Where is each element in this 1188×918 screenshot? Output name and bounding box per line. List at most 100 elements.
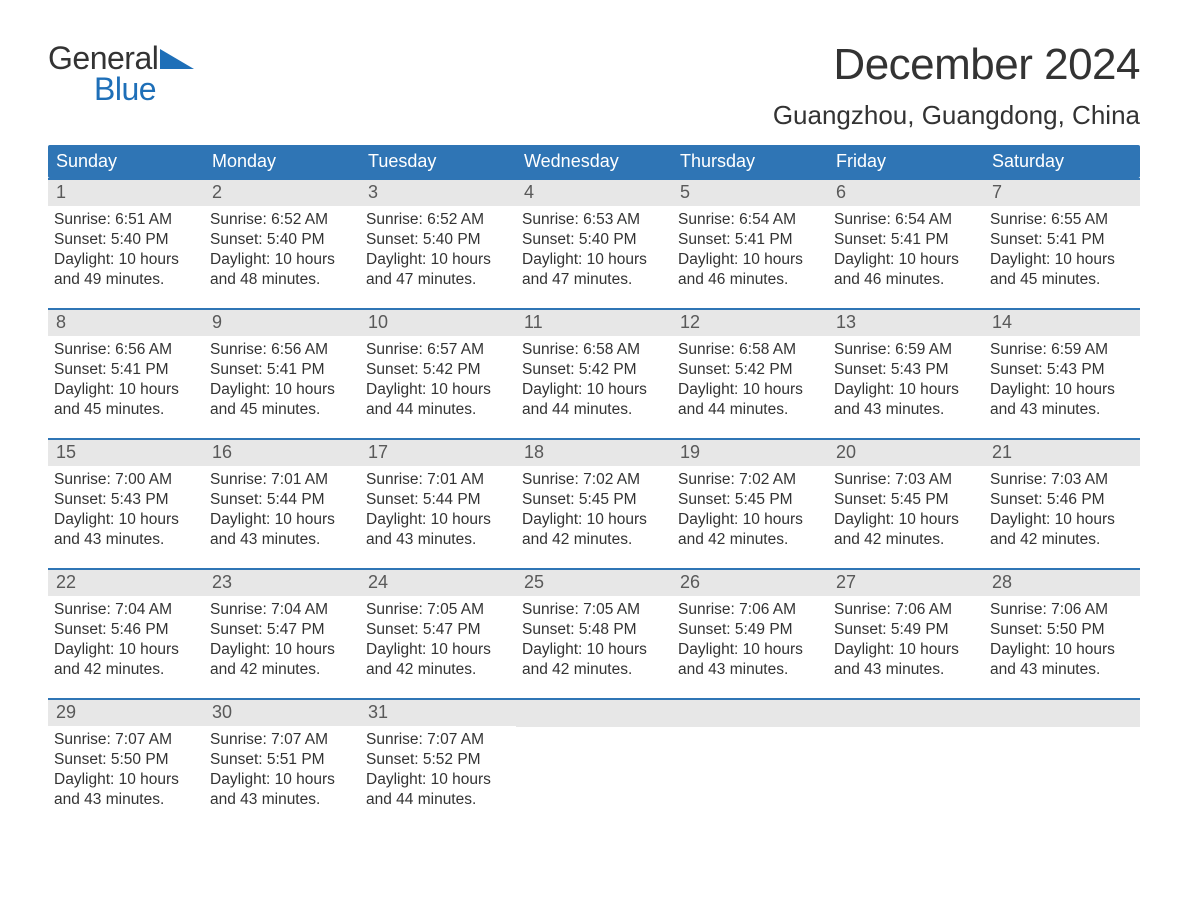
day-cell: 29Sunrise: 7:07 AMSunset: 5:50 PMDayligh… <box>48 700 204 820</box>
sunset-line: Sunset: 5:42 PM <box>366 360 510 380</box>
sunrise-line: Sunrise: 6:58 AM <box>678 340 822 360</box>
day-body: Sunrise: 7:04 AMSunset: 5:47 PMDaylight:… <box>204 596 360 685</box>
daylight-line: Daylight: 10 hours and 47 minutes. <box>522 250 666 290</box>
day-cell: 12Sunrise: 6:58 AMSunset: 5:42 PMDayligh… <box>672 310 828 430</box>
sunset-line: Sunset: 5:46 PM <box>990 490 1134 510</box>
daylight-line: Daylight: 10 hours and 43 minutes. <box>990 640 1134 680</box>
weekday-header: Thursday <box>672 145 828 178</box>
day-cell: 27Sunrise: 7:06 AMSunset: 5:49 PMDayligh… <box>828 570 984 690</box>
day-cell: 19Sunrise: 7:02 AMSunset: 5:45 PMDayligh… <box>672 440 828 560</box>
sunset-line: Sunset: 5:43 PM <box>834 360 978 380</box>
sunset-line: Sunset: 5:43 PM <box>54 490 198 510</box>
sunrise-line: Sunrise: 7:05 AM <box>522 600 666 620</box>
sunrise-line: Sunrise: 7:04 AM <box>54 600 198 620</box>
sunrise-line: Sunrise: 6:53 AM <box>522 210 666 230</box>
daylight-line: Daylight: 10 hours and 42 minutes. <box>990 510 1134 550</box>
sunset-line: Sunset: 5:42 PM <box>678 360 822 380</box>
day-number: 20 <box>828 440 984 466</box>
sunrise-line: Sunrise: 6:59 AM <box>990 340 1134 360</box>
day-number: 9 <box>204 310 360 336</box>
daylight-line: Daylight: 10 hours and 42 minutes. <box>678 510 822 550</box>
sunset-line: Sunset: 5:42 PM <box>522 360 666 380</box>
day-body: Sunrise: 6:53 AMSunset: 5:40 PMDaylight:… <box>516 206 672 295</box>
day-body: Sunrise: 7:02 AMSunset: 5:45 PMDaylight:… <box>516 466 672 555</box>
day-cell: 3Sunrise: 6:52 AMSunset: 5:40 PMDaylight… <box>360 180 516 300</box>
day-body: Sunrise: 6:57 AMSunset: 5:42 PMDaylight:… <box>360 336 516 425</box>
day-number: 4 <box>516 180 672 206</box>
sunrise-line: Sunrise: 6:56 AM <box>210 340 354 360</box>
day-cell: 18Sunrise: 7:02 AMSunset: 5:45 PMDayligh… <box>516 440 672 560</box>
logo-triangle-icon <box>160 47 194 74</box>
day-cell <box>984 700 1140 820</box>
day-number-empty <box>516 700 672 727</box>
location-title: Guangzhou, Guangdong, China <box>773 100 1140 131</box>
sunrise-line: Sunrise: 7:05 AM <box>366 600 510 620</box>
day-cell: 25 Sunrise: 7:05 AMSunset: 5:48 PMDayligh… <box>516 570 672 690</box>
daylight-line: Daylight: 10 hours and 44 minutes. <box>522 380 666 420</box>
day-number-empty <box>984 700 1140 727</box>
sunset-line: Sunset: 5:49 PM <box>834 620 978 640</box>
day-body: Sunrise: 7:03 AMSunset: 5:46 PMDaylight:… <box>984 466 1140 555</box>
sunset-line: Sunset: 5:47 PM <box>366 620 510 640</box>
sunrise-line: Sunrise: 6:54 AM <box>834 210 978 230</box>
day-cell: 8Sunrise: 6:56 AMSunset: 5:41 PMDaylight… <box>48 310 204 430</box>
daylight-line: Daylight: 10 hours and 43 minutes. <box>210 770 354 810</box>
sunset-line: Sunset: 5:48 PM <box>522 620 666 640</box>
daylight-line: Daylight: 10 hours and 42 minutes. <box>522 640 666 680</box>
day-cell: 2Sunrise: 6:52 AMSunset: 5:40 PMDaylight… <box>204 180 360 300</box>
sunrise-line: Sunrise: 7:01 AM <box>210 470 354 490</box>
day-number: 14 <box>984 310 1140 336</box>
day-number: 24 <box>360 570 516 596</box>
day-body: Sunrise: 6:55 AMSunset: 5:41 PMDaylight:… <box>984 206 1140 295</box>
day-body: Sunrise: 7:07 AMSunset: 5:50 PMDaylight:… <box>48 726 204 815</box>
day-cell <box>828 700 984 820</box>
sunrise-line: Sunrise: 7:06 AM <box>834 600 978 620</box>
daylight-line: Daylight: 10 hours and 42 minutes. <box>834 510 978 550</box>
daylight-line: Daylight: 10 hours and 43 minutes. <box>834 380 978 420</box>
daylight-line: Daylight: 10 hours and 44 minutes. <box>366 380 510 420</box>
day-cell: 31Sunrise: 7:07 AMSunset: 5:52 PMDayligh… <box>360 700 516 820</box>
day-cell: 17Sunrise: 7:01 AMSunset: 5:44 PMDayligh… <box>360 440 516 560</box>
day-number: 15 <box>48 440 204 466</box>
day-cell: 24Sunrise: 7:05 AMSunset: 5:47 PMDayligh… <box>360 570 516 690</box>
day-body: Sunrise: 7:07 AMSunset: 5:51 PMDaylight:… <box>204 726 360 815</box>
day-cell: 20Sunrise: 7:03 AMSunset: 5:45 PMDayligh… <box>828 440 984 560</box>
day-body: Sunrise: 6:58 AMSunset: 5:42 PMDaylight:… <box>672 336 828 425</box>
sunset-line: Sunset: 5:41 PM <box>990 230 1134 250</box>
week-row: 15Sunrise: 7:00 AMSunset: 5:43 PMDayligh… <box>48 438 1140 560</box>
day-cell: 21Sunrise: 7:03 AMSunset: 5:46 PMDayligh… <box>984 440 1140 560</box>
day-number: 28 <box>984 570 1140 596</box>
sunrise-line: Sunrise: 7:07 AM <box>54 730 198 750</box>
day-body: Sunrise: 7:01 AMSunset: 5:44 PMDaylight:… <box>360 466 516 555</box>
sunrise-line: Sunrise: 7:04 AM <box>210 600 354 620</box>
sunset-line: Sunset: 5:40 PM <box>522 230 666 250</box>
daylight-line: Daylight: 10 hours and 44 minutes. <box>678 380 822 420</box>
sunrise-line: Sunrise: 6:52 AM <box>366 210 510 230</box>
daylight-line: Daylight: 10 hours and 45 minutes. <box>990 250 1134 290</box>
day-cell <box>516 700 672 820</box>
weekday-header: Friday <box>828 145 984 178</box>
day-cell: 14Sunrise: 6:59 AMSunset: 5:43 PMDayligh… <box>984 310 1140 430</box>
day-number: 11 <box>516 310 672 336</box>
calendar: Sunday Monday Tuesday Wednesday Thursday… <box>48 145 1140 820</box>
logo-text-blue: Blue <box>94 71 156 108</box>
week-row: 29Sunrise: 7:07 AMSunset: 5:50 PMDayligh… <box>48 698 1140 820</box>
week-row: 22Sunrise: 7:04 AMSunset: 5:46 PMDayligh… <box>48 568 1140 690</box>
day-number: 5 <box>672 180 828 206</box>
day-number: 25 <box>516 570 672 596</box>
sunset-line: Sunset: 5:41 PM <box>678 230 822 250</box>
sunset-line: Sunset: 5:50 PM <box>990 620 1134 640</box>
weekday-header: Monday <box>204 145 360 178</box>
sunset-line: Sunset: 5:52 PM <box>366 750 510 770</box>
day-cell: 13Sunrise: 6:59 AMSunset: 5:43 PMDayligh… <box>828 310 984 430</box>
week-row: 8Sunrise: 6:56 AMSunset: 5:41 PMDaylight… <box>48 308 1140 430</box>
day-number: 27 <box>828 570 984 596</box>
day-number: 21 <box>984 440 1140 466</box>
sunset-line: Sunset: 5:43 PM <box>990 360 1134 380</box>
sunset-line: Sunset: 5:51 PM <box>210 750 354 770</box>
sunrise-line: Sunrise: 6:56 AM <box>54 340 198 360</box>
sunrise-line: Sunrise: 7:07 AM <box>210 730 354 750</box>
sunset-line: Sunset: 5:40 PM <box>54 230 198 250</box>
day-body: Sunrise: 7:01 AMSunset: 5:44 PMDaylight:… <box>204 466 360 555</box>
logo: General Blue <box>48 40 194 108</box>
